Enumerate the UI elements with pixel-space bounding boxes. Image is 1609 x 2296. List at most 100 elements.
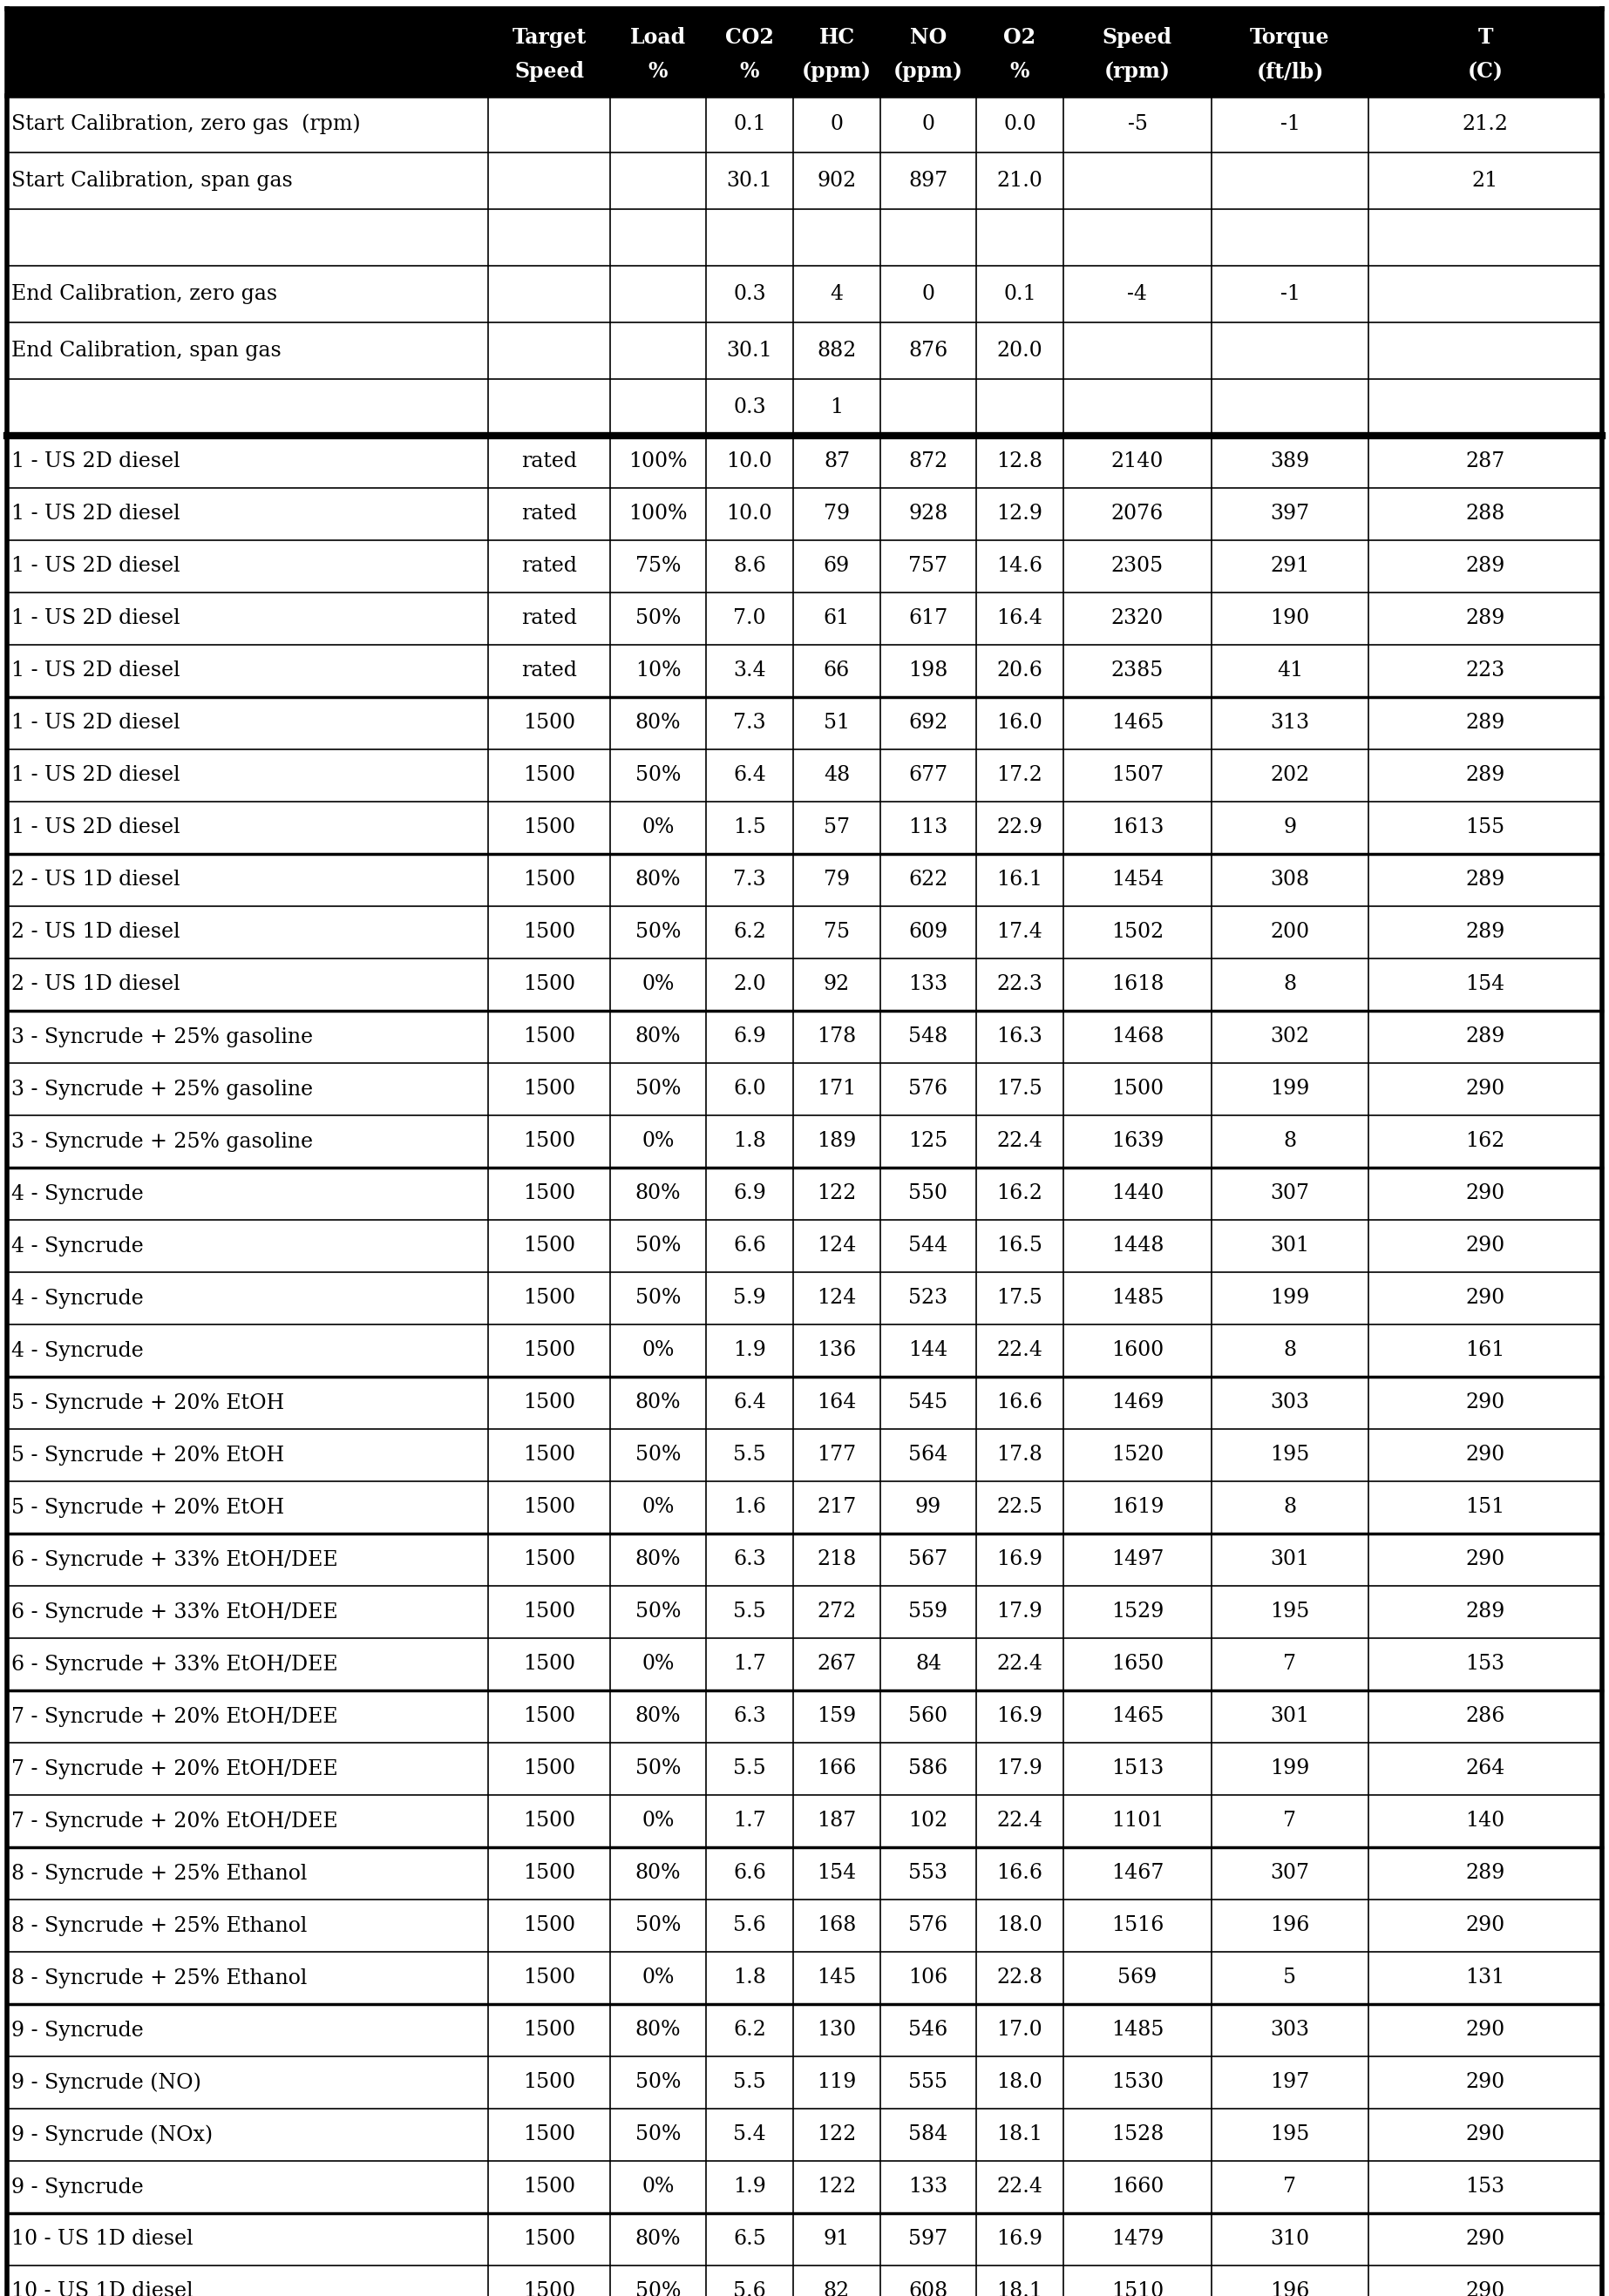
Text: 50%: 50% [636, 1915, 681, 1936]
Text: 290: 290 [1466, 1288, 1504, 1309]
Text: 198: 198 [909, 661, 948, 682]
Text: 576: 576 [909, 1079, 948, 1100]
Text: 1500: 1500 [523, 1603, 576, 1621]
Text: 1500: 1500 [1112, 1079, 1163, 1100]
Text: 2076: 2076 [1112, 505, 1163, 523]
Text: 0.3: 0.3 [734, 397, 766, 418]
Text: 133: 133 [909, 974, 948, 994]
Bar [6, 1795, 1603, 1848]
Text: 106: 106 [909, 1968, 948, 1988]
Bar [6, 1743, 1603, 1795]
Text: Load: Load [631, 28, 685, 48]
Text: 1500: 1500 [523, 1550, 576, 1570]
Text: rated: rated [521, 661, 578, 682]
Text: 1500: 1500 [523, 1706, 576, 1727]
Text: 1500: 1500 [523, 1288, 576, 1309]
Text: 523: 523 [909, 1288, 948, 1309]
Text: 1.9: 1.9 [734, 1341, 766, 1362]
Text: 200: 200 [1271, 923, 1310, 941]
Text: 6.4: 6.4 [734, 765, 766, 785]
Text: 289: 289 [1466, 1026, 1504, 1047]
Text: 41: 41 [1278, 661, 1303, 682]
Text: 308: 308 [1271, 870, 1310, 891]
Text: 50%: 50% [636, 923, 681, 941]
Text: 6.3: 6.3 [734, 1550, 766, 1570]
Text: Start Calibration, span gas: Start Calibration, span gas [11, 170, 293, 191]
Bar [6, 152, 1603, 209]
Text: 66: 66 [824, 661, 850, 682]
Text: 290: 290 [1466, 1235, 1504, 1256]
Text: 14.6: 14.6 [996, 556, 1043, 576]
Text: 16.9: 16.9 [996, 2229, 1043, 2250]
Text: 91: 91 [824, 2229, 850, 2250]
Text: 75%: 75% [636, 556, 681, 576]
Text: 1660: 1660 [1112, 2177, 1163, 2197]
Text: 7.0: 7.0 [734, 608, 766, 629]
Text: 1500: 1500 [523, 2229, 576, 2250]
Text: 16.6: 16.6 [996, 1864, 1043, 1883]
Text: 197: 197 [1270, 2073, 1310, 2092]
Text: 1650: 1650 [1112, 1653, 1163, 1674]
Text: 4 - Syncrude: 4 - Syncrude [11, 1288, 143, 1309]
Text: rated: rated [521, 505, 578, 523]
Text: (rpm): (rpm) [1104, 62, 1171, 83]
Text: 161: 161 [1466, 1341, 1504, 1362]
Text: 1500: 1500 [523, 1653, 576, 1674]
Text: 80%: 80% [636, 1706, 681, 1727]
Text: 50%: 50% [636, 1288, 681, 1309]
Text: 17.5: 17.5 [998, 1288, 1043, 1309]
Text: 1 - US 2D diesel: 1 - US 2D diesel [11, 714, 180, 732]
Text: 1465: 1465 [1112, 1706, 1163, 1727]
Text: 20.0: 20.0 [998, 340, 1043, 360]
Bar [6, 1063, 1603, 1116]
Bar [6, 379, 1603, 436]
Text: 195: 195 [1270, 1603, 1310, 1621]
Text: 1.7: 1.7 [734, 1812, 766, 1832]
Text: 17.2: 17.2 [996, 765, 1043, 785]
Text: 10%: 10% [636, 661, 681, 682]
Text: %: % [740, 62, 759, 83]
Bar [6, 1378, 1603, 1428]
Text: 569: 569 [1118, 1968, 1157, 1988]
Text: 166: 166 [817, 1759, 856, 1779]
Bar [6, 1534, 1603, 1587]
Text: 0.1: 0.1 [1004, 285, 1036, 303]
Bar [6, 2004, 1603, 2057]
Text: 2320: 2320 [1112, 608, 1163, 629]
Text: 16.2: 16.2 [996, 1185, 1043, 1203]
Text: 6.9: 6.9 [734, 1026, 766, 1047]
Text: 1500: 1500 [523, 1759, 576, 1779]
Text: 8 - Syncrude + 25% Ethanol: 8 - Syncrude + 25% Ethanol [11, 1968, 307, 1988]
Text: 136: 136 [817, 1341, 856, 1362]
Text: 288: 288 [1466, 505, 1504, 523]
Text: 286: 286 [1466, 1706, 1504, 1727]
Text: 12.9: 12.9 [996, 505, 1043, 523]
Text: 1 - US 2D diesel: 1 - US 2D diesel [11, 608, 180, 629]
Text: 57: 57 [824, 817, 850, 838]
Text: 302: 302 [1271, 1026, 1310, 1047]
Text: 80%: 80% [636, 870, 681, 891]
Text: 75: 75 [824, 923, 850, 941]
Bar [6, 1481, 1603, 1534]
Text: 190: 190 [1270, 608, 1310, 629]
Text: 560: 560 [909, 1706, 948, 1727]
Text: 897: 897 [909, 170, 948, 191]
Text: 389: 389 [1270, 452, 1310, 473]
Text: 290: 290 [1466, 1550, 1504, 1570]
Text: 195: 195 [1270, 2124, 1310, 2144]
Text: 130: 130 [817, 2020, 856, 2041]
Text: CO2: CO2 [726, 28, 774, 48]
Text: 17.5: 17.5 [998, 1079, 1043, 1100]
Text: 164: 164 [817, 1394, 856, 1412]
Text: 1467: 1467 [1112, 1864, 1163, 1883]
Text: 1 - US 2D diesel: 1 - US 2D diesel [11, 452, 180, 473]
Text: 546: 546 [909, 2020, 948, 2041]
Text: 4 - Syncrude: 4 - Syncrude [11, 1235, 143, 1256]
Text: 608: 608 [909, 2282, 948, 2296]
Text: 80%: 80% [636, 1185, 681, 1203]
Text: 171: 171 [817, 1079, 856, 1100]
Text: 267: 267 [817, 1653, 856, 1674]
Text: 69: 69 [824, 556, 850, 576]
Bar [6, 2266, 1603, 2296]
Text: 3 - Syncrude + 25% gasoline: 3 - Syncrude + 25% gasoline [11, 1026, 314, 1047]
